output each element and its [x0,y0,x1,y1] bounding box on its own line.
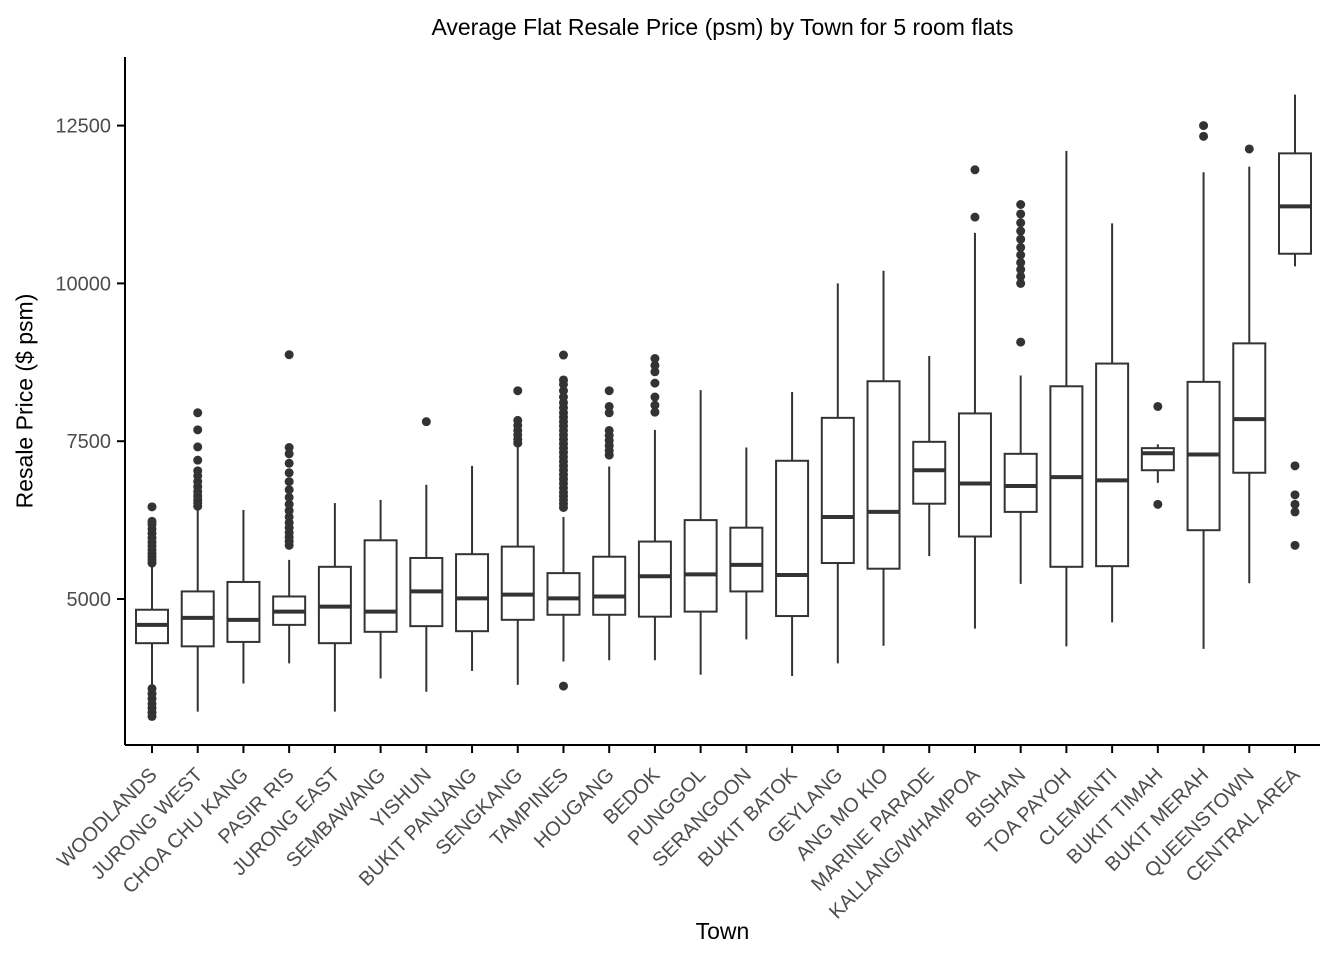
outlier-dot [284,477,294,487]
iqr-box [729,526,764,593]
x-axis-title: Town [695,918,750,944]
outlier-dot [193,425,203,435]
iqr-box [546,572,581,616]
outlier-dot [147,502,157,512]
outlier-dot [284,468,294,478]
outlier-dot [284,512,294,522]
iqr-box [1095,362,1130,568]
outlier-dot [1016,209,1026,219]
outlier-dot [650,367,660,377]
outlier-dot [604,386,614,396]
outlier-dot [147,684,157,694]
outlier-dot [558,681,568,691]
outlier-dot [193,442,203,452]
outlier-dot [1290,499,1300,509]
outlier-dot [970,212,980,222]
outlier-dot [1016,242,1026,252]
outlier-dot [650,354,660,364]
outlier-dot [650,392,660,402]
iqr-box [226,580,261,643]
outlier-dot [1290,490,1300,500]
outlier-dot [1244,144,1254,154]
outlier-dot [1016,200,1026,209]
y-tick-label: 7500 [67,431,112,453]
outlier-dot [1016,271,1026,281]
outlier-dot [284,499,294,509]
outlier-dot [284,492,294,502]
outlier-dot [1153,401,1163,411]
iqr-box [820,416,855,565]
outlier-dot [1016,258,1026,268]
outlier-dot [558,386,568,396]
outlier-dot [650,407,660,417]
outlier-dot [1290,507,1300,517]
iqr-box [1003,452,1038,513]
chart-title: Average Flat Resale Price (psm) by Town … [431,14,1014,40]
outlier-dot [284,485,294,495]
outlier-dot [513,386,523,396]
outlier-dot [650,360,660,370]
outlier-dot [650,378,660,388]
y-tick-label: 5000 [67,589,112,611]
outlier-dot [421,417,431,427]
outlier-dot [970,165,980,175]
iqr-box [683,519,718,613]
outlier-dot [1016,226,1026,236]
iqr-box [455,553,490,633]
outlier-dot [604,408,614,418]
outlier-dot [1016,218,1026,228]
iqr-box [957,412,992,538]
outlier-dot [284,458,294,468]
iqr-box [592,555,627,616]
iqr-box [500,545,535,621]
outlier-dot [193,455,203,465]
outlier-dot [193,408,203,418]
outlier-dot [284,443,294,453]
iqr-box [912,440,947,505]
y-tick-label: 12500 [55,116,111,138]
outlier-dot [1199,131,1209,141]
outlier-dot [1199,121,1209,131]
outlier-dot [604,401,614,411]
iqr-box [775,459,810,618]
outlier-dot [558,350,568,360]
outlier-dot [147,516,157,526]
outlier-dot [558,375,568,385]
outlier-dot [1016,278,1026,288]
outlier-dot [1290,540,1300,550]
y-tick-label: 10000 [55,273,111,295]
outlier-dot [558,392,568,402]
outlier-dot [604,425,614,435]
iqr-box [1232,342,1267,474]
outlier-dot [650,400,660,410]
outlier-dot [1153,499,1163,509]
iqr-box [1278,152,1312,255]
outlier-dot [284,449,294,459]
outlier-dot [284,506,294,516]
outlier-dot [1016,250,1026,260]
outlier-dot [1016,234,1026,244]
iqr-box [363,539,398,633]
outlier-dot [193,466,203,476]
outlier-dot [513,415,523,425]
iqr-box [866,380,901,570]
outlier-dot [1016,337,1026,347]
outlier-dot [1016,265,1026,275]
outlier-dot [1290,461,1300,471]
outlier-dot [284,350,294,360]
iqr-box [637,540,672,618]
